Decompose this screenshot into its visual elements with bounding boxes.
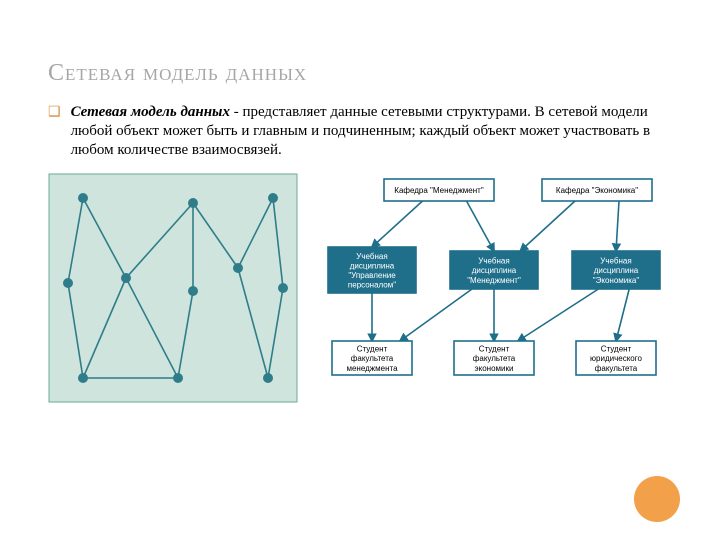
accent-circle [634,476,680,522]
svg-text:Студент: Студент [357,345,388,354]
body-bullet: ❑ Сетевая модель данных - представляет д… [48,103,672,159]
svg-text:Кафедра "Менеджмент": Кафедра "Менеджмент" [394,186,484,195]
body-text: Сетевая модель данных - представляет дан… [71,103,672,159]
network-graph [48,173,298,403]
svg-text:дисциплина: дисциплина [472,266,517,275]
svg-text:экономики: экономики [475,364,514,373]
svg-text:Учебная: Учебная [356,252,387,261]
svg-text:Учебная: Учебная [478,257,509,266]
figures-row: Кафедра "Менеджмент" Кафедра "Экономика" У… [48,173,672,418]
svg-text:Студент: Студент [479,345,510,354]
svg-text:дисциплина: дисциплина [350,262,395,271]
svg-text:персоналом": персоналом" [348,281,396,290]
svg-text:"Экономика": "Экономика" [593,276,640,285]
network-graph-panel [48,173,298,408]
slide: Сетевая модель данных ❑ Сетевая модель д… [0,0,720,540]
body-strong: Сетевая модель данных [71,104,230,120]
svg-text:факультета: факультета [351,354,394,363]
svg-text:факультета: факультета [595,364,638,373]
flowchart: Кафедра "Менеджмент" Кафедра "Экономика" У… [314,173,674,413]
slide-title: Сетевая модель данных [48,60,672,87]
svg-text:менеджмента: менеджмента [346,364,398,373]
svg-text:дисциплина: дисциплина [594,266,639,275]
bullet-icon: ❑ [48,104,61,122]
svg-text:"Менеджмент": "Менеджмент" [467,276,521,285]
svg-text:Учебная: Учебная [600,257,631,266]
svg-text:Кафедра "Экономика": Кафедра "Экономика" [556,186,638,195]
flowchart-panel: Кафедра "Менеджмент" Кафедра "Экономика" У… [314,173,674,418]
svg-text:юридического: юридического [590,354,642,363]
svg-text:Студент: Студент [601,345,632,354]
svg-text:факультета: факультета [473,354,516,363]
svg-text:"Управление: "Управление [348,271,396,280]
